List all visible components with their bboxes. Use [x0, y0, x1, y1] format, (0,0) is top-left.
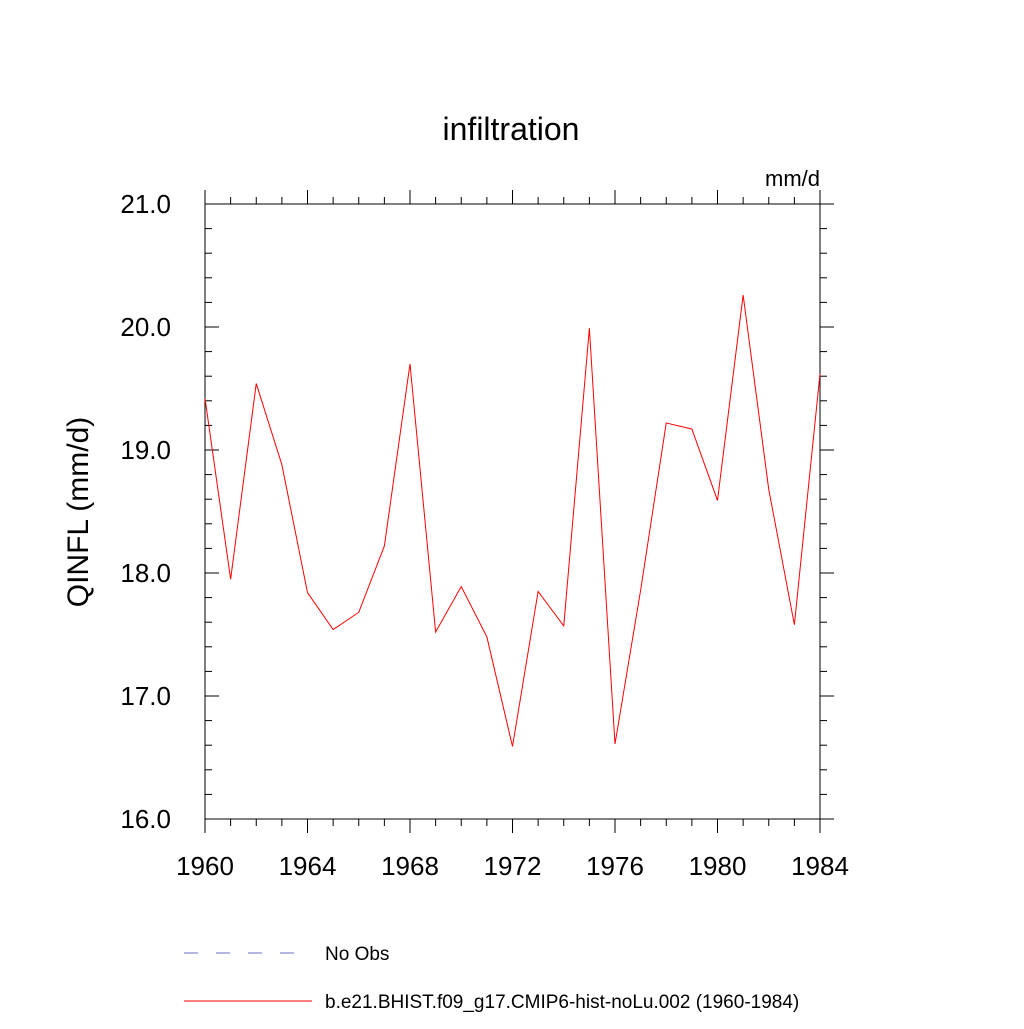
y-tick-label: 20.0	[120, 312, 171, 342]
y-tick-label: 16.0	[120, 804, 171, 834]
x-tick-label: 1976	[586, 851, 644, 881]
y-axis-label: QINFL (mm/d)	[62, 417, 95, 608]
legend-label: b.e21.BHIST.f09_g17.CMIP6-hist-noLu.002 …	[325, 992, 799, 1013]
x-tick-label: 1980	[689, 851, 747, 881]
chart-title: infiltration	[443, 111, 580, 147]
y-tick-label: 17.0	[120, 681, 171, 711]
x-tick-label: 1972	[484, 851, 542, 881]
series-layer	[204, 294, 821, 747]
series-line	[204, 294, 821, 747]
legend-label: No Obs	[325, 944, 389, 965]
y-tick-label: 18.0	[120, 558, 171, 588]
x-tick-label: 1964	[279, 851, 337, 881]
tick-marks	[204, 190, 834, 833]
y-tick-label: 19.0	[120, 435, 171, 465]
plot-frame	[204, 203, 821, 820]
tick-labels: 1960 1964 1968 1972 1976 1980 1984 16.0 17.0 18.0…	[120, 189, 849, 881]
units-label: mm/d	[765, 166, 820, 191]
x-tick-label: 1968	[381, 851, 439, 881]
x-tick-label: 1984	[791, 851, 849, 881]
legend: No Obs b.e21.BHIST.f09_g17.CMIP6-hist-noL…	[184, 944, 799, 1013]
y-tick-label: 21.0	[120, 189, 171, 219]
x-tick-label: 1960	[176, 851, 234, 881]
